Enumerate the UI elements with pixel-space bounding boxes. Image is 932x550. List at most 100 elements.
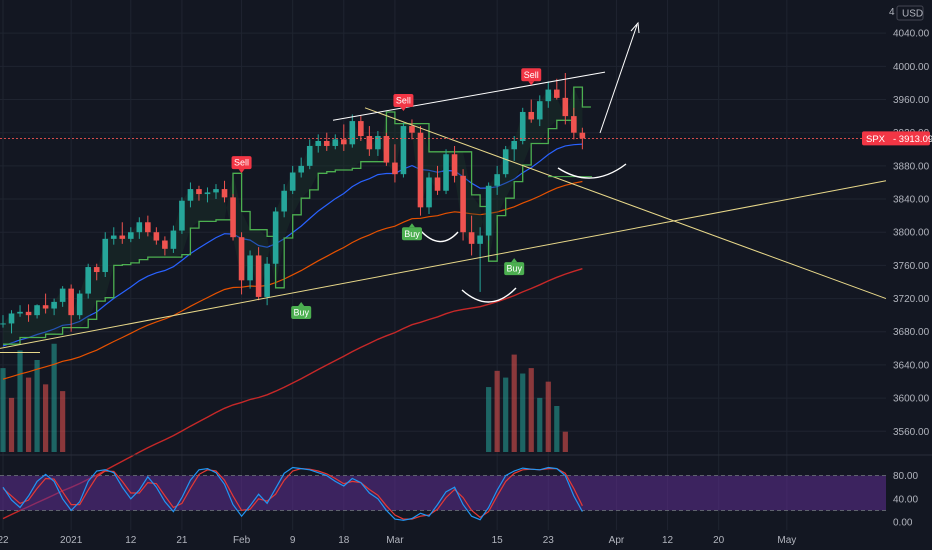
signal-buy-pointer <box>408 223 415 228</box>
candle-body <box>511 140 517 150</box>
candle-body <box>366 136 373 150</box>
price-tick-label: 3640.00 <box>893 360 930 371</box>
candle-body <box>247 255 253 281</box>
candle-body <box>153 232 160 241</box>
price-tick-label: 4000.00 <box>893 62 930 73</box>
ema-long-line <box>2 268 583 520</box>
volume-bar <box>537 397 543 452</box>
signal-buy-label: Buy <box>293 308 309 318</box>
time-tick-label: May <box>777 535 796 546</box>
candle-body <box>272 211 279 264</box>
volume-bar <box>528 368 534 452</box>
candle-body <box>485 185 492 236</box>
candles <box>0 72 586 334</box>
candle-body <box>349 121 356 145</box>
signal-sell-box <box>521 68 542 82</box>
candle-body <box>375 136 381 150</box>
volume-bar <box>520 373 526 452</box>
volume-bar <box>0 368 6 452</box>
volume-bar <box>25 377 32 452</box>
candle-body <box>8 313 15 324</box>
candle-body <box>468 232 475 244</box>
candle-body <box>417 132 424 208</box>
candle-body <box>51 301 57 309</box>
breakout-arrow-head <box>630 21 640 34</box>
candle-body <box>562 97 569 117</box>
candle-body <box>213 189 219 193</box>
candle-body <box>383 136 390 163</box>
candle-body <box>25 311 32 316</box>
last-price-tag: SPX - 3913.09 <box>862 131 932 146</box>
time-tick-label: 20 <box>713 535 725 546</box>
candle-body <box>289 172 296 191</box>
candle-body <box>170 230 177 249</box>
stochastic-panel <box>0 466 886 521</box>
candle-body <box>255 255 262 297</box>
price-tag-symbol: SPX <box>866 134 886 145</box>
signal-buy-label: Buy <box>506 264 522 274</box>
signal-buy-box <box>504 262 525 276</box>
stoch-k-line <box>2 466 583 521</box>
price-tick-label: 3760.00 <box>893 261 930 272</box>
price-tick-label: 3840.00 <box>893 195 930 206</box>
candle-body <box>443 154 449 191</box>
signal-buy-box <box>291 306 312 320</box>
candle-body <box>281 190 287 212</box>
falling-trend-line <box>364 107 887 300</box>
time-tick-label: 22 <box>0 535 9 546</box>
volume-bar <box>562 431 568 452</box>
ema-mid-line <box>2 180 583 380</box>
candle-body <box>238 237 245 281</box>
candle-body <box>42 305 49 309</box>
candle-body <box>187 189 194 201</box>
volume-bar <box>545 381 551 452</box>
volume-bar <box>34 360 40 452</box>
signal-sell-pointer <box>528 81 535 86</box>
shoulder-arc-right <box>557 163 627 179</box>
price-tick-label: 3800.00 <box>893 228 930 239</box>
candle-body <box>434 177 441 191</box>
candle-body <box>162 240 168 249</box>
signal-buy-pointer <box>511 258 518 263</box>
candle-body <box>306 145 313 166</box>
candle-body <box>545 89 552 102</box>
price-tick-label: 3960.00 <box>893 95 930 106</box>
price-tick-label: 4040.00 <box>893 29 930 40</box>
axis-top-label: 4 <box>889 7 895 18</box>
time-axis[interactable]: 22 2021 12 21 Feb 9 18 Mar 15 23 Apr 12 20 May <box>0 535 796 546</box>
candle-body <box>264 263 270 297</box>
candle-body <box>519 111 526 141</box>
drawing-annotations <box>0 21 887 353</box>
time-tick-label: 9 <box>290 535 296 546</box>
signal-sell-label: Sell <box>524 70 539 80</box>
candle-body <box>528 111 535 120</box>
signal-sell-pointer <box>238 169 245 174</box>
signal-sell: Sell <box>521 68 542 86</box>
resistance-trend-line <box>332 71 606 121</box>
candle-body <box>400 126 407 175</box>
volume-bar <box>51 343 57 452</box>
price-tick-label: 3720.00 <box>893 294 930 305</box>
volume-bar <box>43 384 49 452</box>
stoch-tick-label: 80.00 <box>893 471 918 482</box>
stoch-band <box>0 475 886 511</box>
volume-bar <box>494 370 500 452</box>
price-tick-label: 3880.00 <box>893 161 930 172</box>
stop-fill-area <box>3 87 583 345</box>
candle-body <box>494 174 500 186</box>
volume-bar <box>511 354 517 452</box>
candle-body <box>179 200 185 231</box>
breakout-arrow-shaft <box>599 24 638 134</box>
shoulder-arc-left <box>419 229 459 243</box>
candle-body <box>426 177 432 208</box>
volume-bars <box>0 343 568 452</box>
candle-body <box>204 192 211 195</box>
volume-bar <box>486 387 492 452</box>
candle-body <box>17 311 23 314</box>
time-tick-label: 15 <box>492 535 504 546</box>
candle-body <box>502 149 509 175</box>
candle-body <box>128 232 134 239</box>
candle-body <box>554 89 560 98</box>
